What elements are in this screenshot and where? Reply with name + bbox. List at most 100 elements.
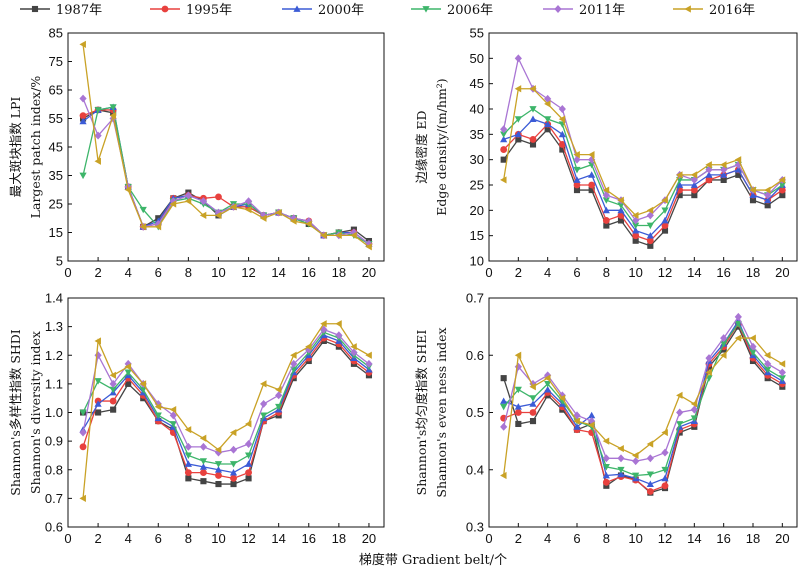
- data-point: [94, 400, 102, 407]
- data-point: [544, 374, 551, 382]
- data-point: [199, 442, 208, 451]
- data-point: [275, 208, 282, 217]
- x-tick-label: 18: [746, 265, 760, 280]
- x-tick-label: 8: [603, 265, 610, 280]
- data-point: [229, 469, 238, 476]
- data-point: [154, 223, 162, 231]
- data-point: [244, 420, 252, 428]
- x-tick-label: 18: [746, 531, 760, 546]
- data-point: [79, 409, 87, 417]
- data-point: [544, 94, 552, 103]
- data-point: [109, 379, 117, 388]
- x-tick-label: 2: [94, 531, 101, 546]
- x-tick-label: 4: [544, 265, 551, 280]
- series: [500, 323, 786, 496]
- data-point: [500, 135, 508, 143]
- data-point: [749, 334, 756, 342]
- data-point: [617, 217, 625, 224]
- data-point: [720, 171, 728, 178]
- x-tick-label: 16: [716, 265, 730, 280]
- data-point: [764, 351, 771, 359]
- data-point: [154, 399, 162, 408]
- data-point: [305, 220, 312, 228]
- x-tick-label: 20: [775, 265, 789, 280]
- data-point: [603, 222, 610, 229]
- x-tick-label: 18: [332, 265, 346, 280]
- data-point: [214, 466, 223, 473]
- data-point: [335, 331, 343, 340]
- data-point: [705, 171, 713, 178]
- data-point: [661, 196, 668, 204]
- data-point: [720, 351, 727, 359]
- x-tick-label: 2: [515, 531, 522, 546]
- data-point: [764, 366, 772, 374]
- x-tick-label: 14: [687, 265, 701, 280]
- data-point: [749, 191, 757, 199]
- data-point: [169, 421, 177, 428]
- data-point: [705, 176, 713, 184]
- data-point: [260, 380, 267, 388]
- x-tick-label: 0: [64, 265, 71, 280]
- y-tick-label: 0.9: [45, 434, 63, 449]
- data-point: [515, 420, 522, 428]
- data-point: [514, 54, 522, 63]
- data-point: [199, 197, 208, 206]
- data-point: [632, 222, 640, 230]
- x-tick-label: 10: [628, 531, 642, 546]
- legend-marker: [31, 5, 39, 13]
- data-point: [139, 206, 147, 214]
- data-point: [214, 446, 222, 454]
- series: [79, 337, 373, 488]
- data-point: [514, 85, 522, 93]
- y-axis-label-cn: Shannon's多样性指数 SHDI: [8, 329, 23, 496]
- series-line: [503, 56, 783, 222]
- y-tick-label: 1.3: [45, 319, 63, 334]
- data-point: [734, 156, 742, 164]
- series: [500, 317, 786, 487]
- data-point: [573, 187, 581, 194]
- y-tick-label: 45: [49, 140, 63, 155]
- data-point: [690, 181, 698, 188]
- data-point: [690, 415, 698, 422]
- data-point: [661, 216, 669, 224]
- y-tick-label: 35: [470, 127, 484, 142]
- data-point: [602, 437, 610, 445]
- data-point: [676, 192, 683, 199]
- series: [79, 331, 373, 476]
- x-tick-label: 10: [211, 265, 225, 280]
- x-tick-label: 6: [573, 531, 580, 546]
- data-point: [544, 120, 552, 128]
- y-tick-label: 0.6: [466, 348, 484, 363]
- data-point: [617, 196, 624, 204]
- data-point: [661, 207, 669, 214]
- data-point: [229, 428, 237, 437]
- data-point: [558, 394, 566, 402]
- data-point: [646, 488, 654, 495]
- series: [79, 106, 373, 248]
- series-line: [82, 334, 370, 474]
- data-point: [632, 216, 640, 225]
- data-point: [661, 222, 669, 229]
- x-tick-label: 8: [185, 531, 192, 546]
- data-point: [602, 217, 610, 224]
- series: [79, 103, 373, 247]
- data-point: [215, 193, 222, 201]
- data-point: [154, 412, 162, 419]
- data-point: [260, 399, 268, 408]
- data-point: [94, 378, 102, 385]
- data-point: [350, 228, 358, 237]
- data-point: [365, 243, 372, 251]
- data-point: [260, 211, 268, 220]
- legend-item: 2006年: [411, 3, 493, 18]
- data-point: [305, 343, 312, 351]
- data-point: [184, 452, 192, 460]
- data-point: [661, 428, 668, 437]
- plot-frame: [67, 32, 385, 262]
- data-point: [229, 461, 238, 468]
- data-point: [500, 125, 508, 134]
- legend-item: 1995年: [150, 3, 232, 18]
- data-point: [779, 192, 786, 199]
- data-point: [632, 451, 639, 460]
- plot-frame: [488, 32, 798, 262]
